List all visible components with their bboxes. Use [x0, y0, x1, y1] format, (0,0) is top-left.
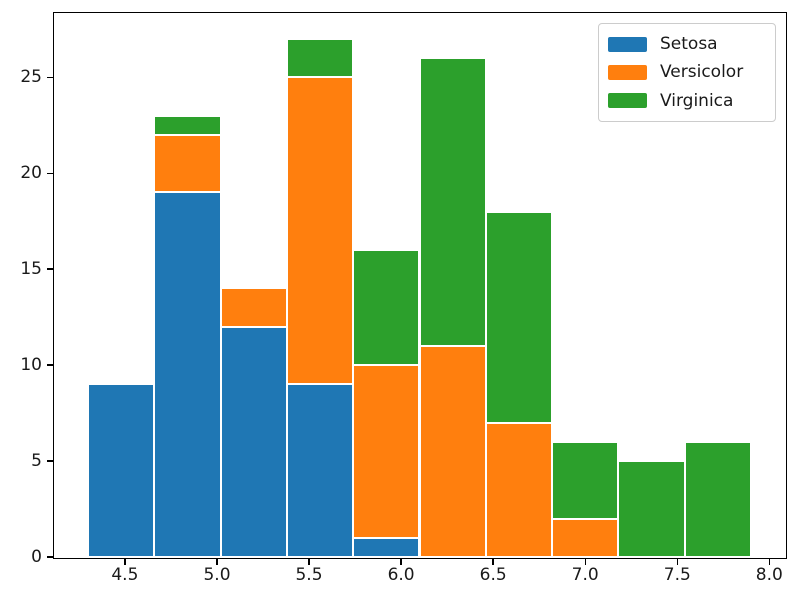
y-tick-label-15: 15: [20, 259, 42, 280]
x-tick-label-8.0: 8.0: [755, 565, 783, 585]
bar-segment-setosa-bin4: [353, 537, 420, 557]
x-tick-label-6.5: 6.5: [479, 565, 507, 585]
bar-segment-versicolor-bin4: [353, 365, 420, 538]
x-tick-label-5.5: 5.5: [295, 565, 323, 585]
legend-entry-setosa: Setosa: [608, 33, 766, 55]
x-tick-label-4.5: 4.5: [111, 565, 139, 585]
legend-swatch-versicolor: [608, 65, 647, 80]
y-tick-label-10: 10: [20, 355, 42, 376]
x-tick-mark-7.5: [676, 558, 678, 565]
bar-segment-versicolor-bin3: [286, 77, 354, 385]
legend-label-setosa: Setosa: [660, 34, 718, 55]
bar-segment-setosa-bin0: [88, 384, 155, 557]
bar-segment-versicolor-bin1: [154, 134, 221, 193]
bar-segment-versicolor-bin2: [220, 288, 287, 327]
legend: Setosa Versicolor Virginica: [598, 23, 776, 122]
bar-segment-setosa-bin2: [220, 326, 287, 557]
bar-segment-virginica-bin6: [485, 211, 553, 423]
legend-entry-versicolor: Versicolor: [608, 61, 766, 83]
x-tick-mark-5.5: [308, 558, 310, 565]
bar-segment-versicolor-bin5: [419, 345, 486, 557]
bar-segment-virginica-bin3: [286, 38, 354, 78]
x-tick-mark-4.5: [124, 558, 126, 565]
bar-segment-versicolor-bin6: [485, 422, 553, 557]
x-tick-mark-7.0: [584, 558, 586, 565]
bar-segment-setosa-bin1: [154, 192, 221, 557]
y-tick-mark-25: [46, 76, 53, 78]
legend-swatch-setosa: [608, 36, 647, 52]
x-tick-label-5.0: 5.0: [203, 565, 231, 585]
y-tick-mark-15: [46, 268, 53, 270]
bar-segment-virginica-bin7: [552, 441, 619, 519]
legend-label-virginica: Virginica: [660, 90, 734, 111]
legend-label-versicolor: Versicolor: [660, 62, 744, 83]
bar-segment-versicolor-bin7: [552, 518, 619, 557]
y-tick-mark-5: [46, 460, 53, 462]
x-tick-mark-5.0: [216, 558, 218, 565]
legend-swatch-virginica: [608, 93, 647, 109]
y-tick-label-5: 5: [31, 451, 42, 472]
bar-segment-virginica-bin4: [353, 250, 420, 366]
y-tick-mark-10: [46, 364, 53, 366]
y-tick-label-20: 20: [20, 163, 42, 184]
y-tick-label-25: 25: [20, 67, 42, 88]
bar-segment-virginica-bin1: [154, 115, 221, 135]
y-tick-mark-0: [46, 556, 53, 558]
x-tick-label-7.5: 7.5: [663, 565, 691, 585]
bar-segment-virginica-bin9: [684, 441, 751, 557]
bar-segment-virginica-bin8: [618, 461, 685, 557]
x-tick-mark-6.0: [400, 558, 402, 565]
x-tick-label-7.0: 7.0: [571, 565, 599, 585]
y-tick-mark-20: [46, 172, 53, 174]
x-tick-mark-8.0: [768, 558, 771, 565]
x-tick-label-6.0: 6.0: [387, 565, 415, 585]
y-tick-label-0: 0: [31, 547, 42, 567]
legend-entry-virginica: Virginica: [608, 90, 766, 112]
x-tick-mark-6.5: [492, 558, 494, 565]
bar-segment-setosa-bin3: [286, 384, 354, 557]
bar-segment-virginica-bin5: [419, 58, 486, 346]
